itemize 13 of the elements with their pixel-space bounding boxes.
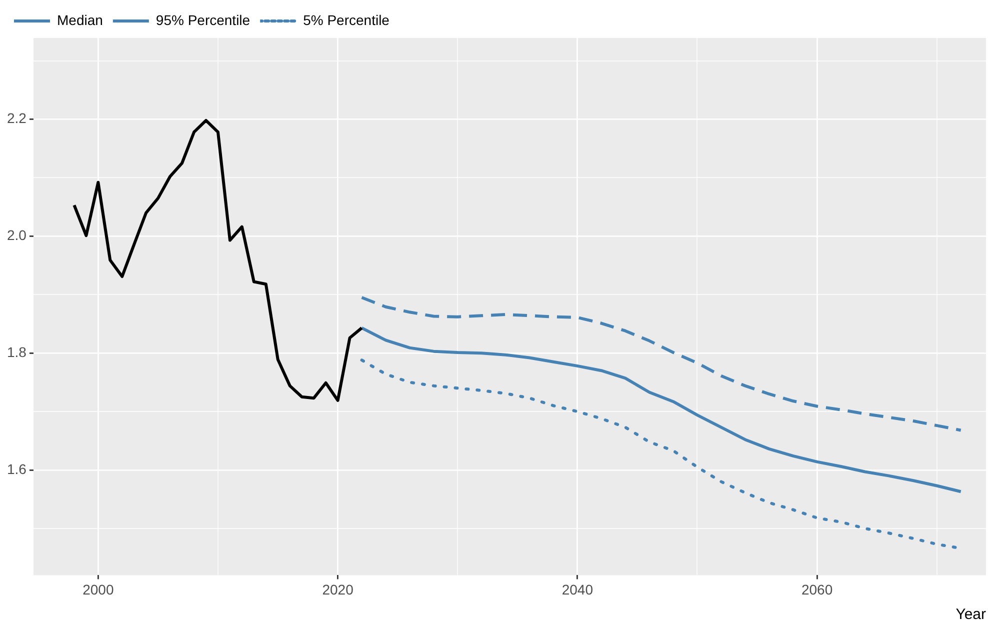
y-tick-label: 2.2 [6,110,27,126]
x-tick-label: 2060 [801,581,833,598]
legend-label: 95% Percentile [156,12,250,28]
x-axis-title: Year [956,606,986,624]
x-tick-label: 2040 [562,581,594,598]
y-tick-label: 1.6 [6,460,27,477]
y-tick-label: 2.0 [6,227,27,244]
y-tick-label: 1.8 [6,344,27,360]
legend-label: 5% Percentile [303,12,390,28]
x-tick-label: 2020 [322,581,354,598]
legend-label: Median [57,12,103,28]
line-series [360,296,962,432]
x-tick-label: 2000 [82,581,114,598]
